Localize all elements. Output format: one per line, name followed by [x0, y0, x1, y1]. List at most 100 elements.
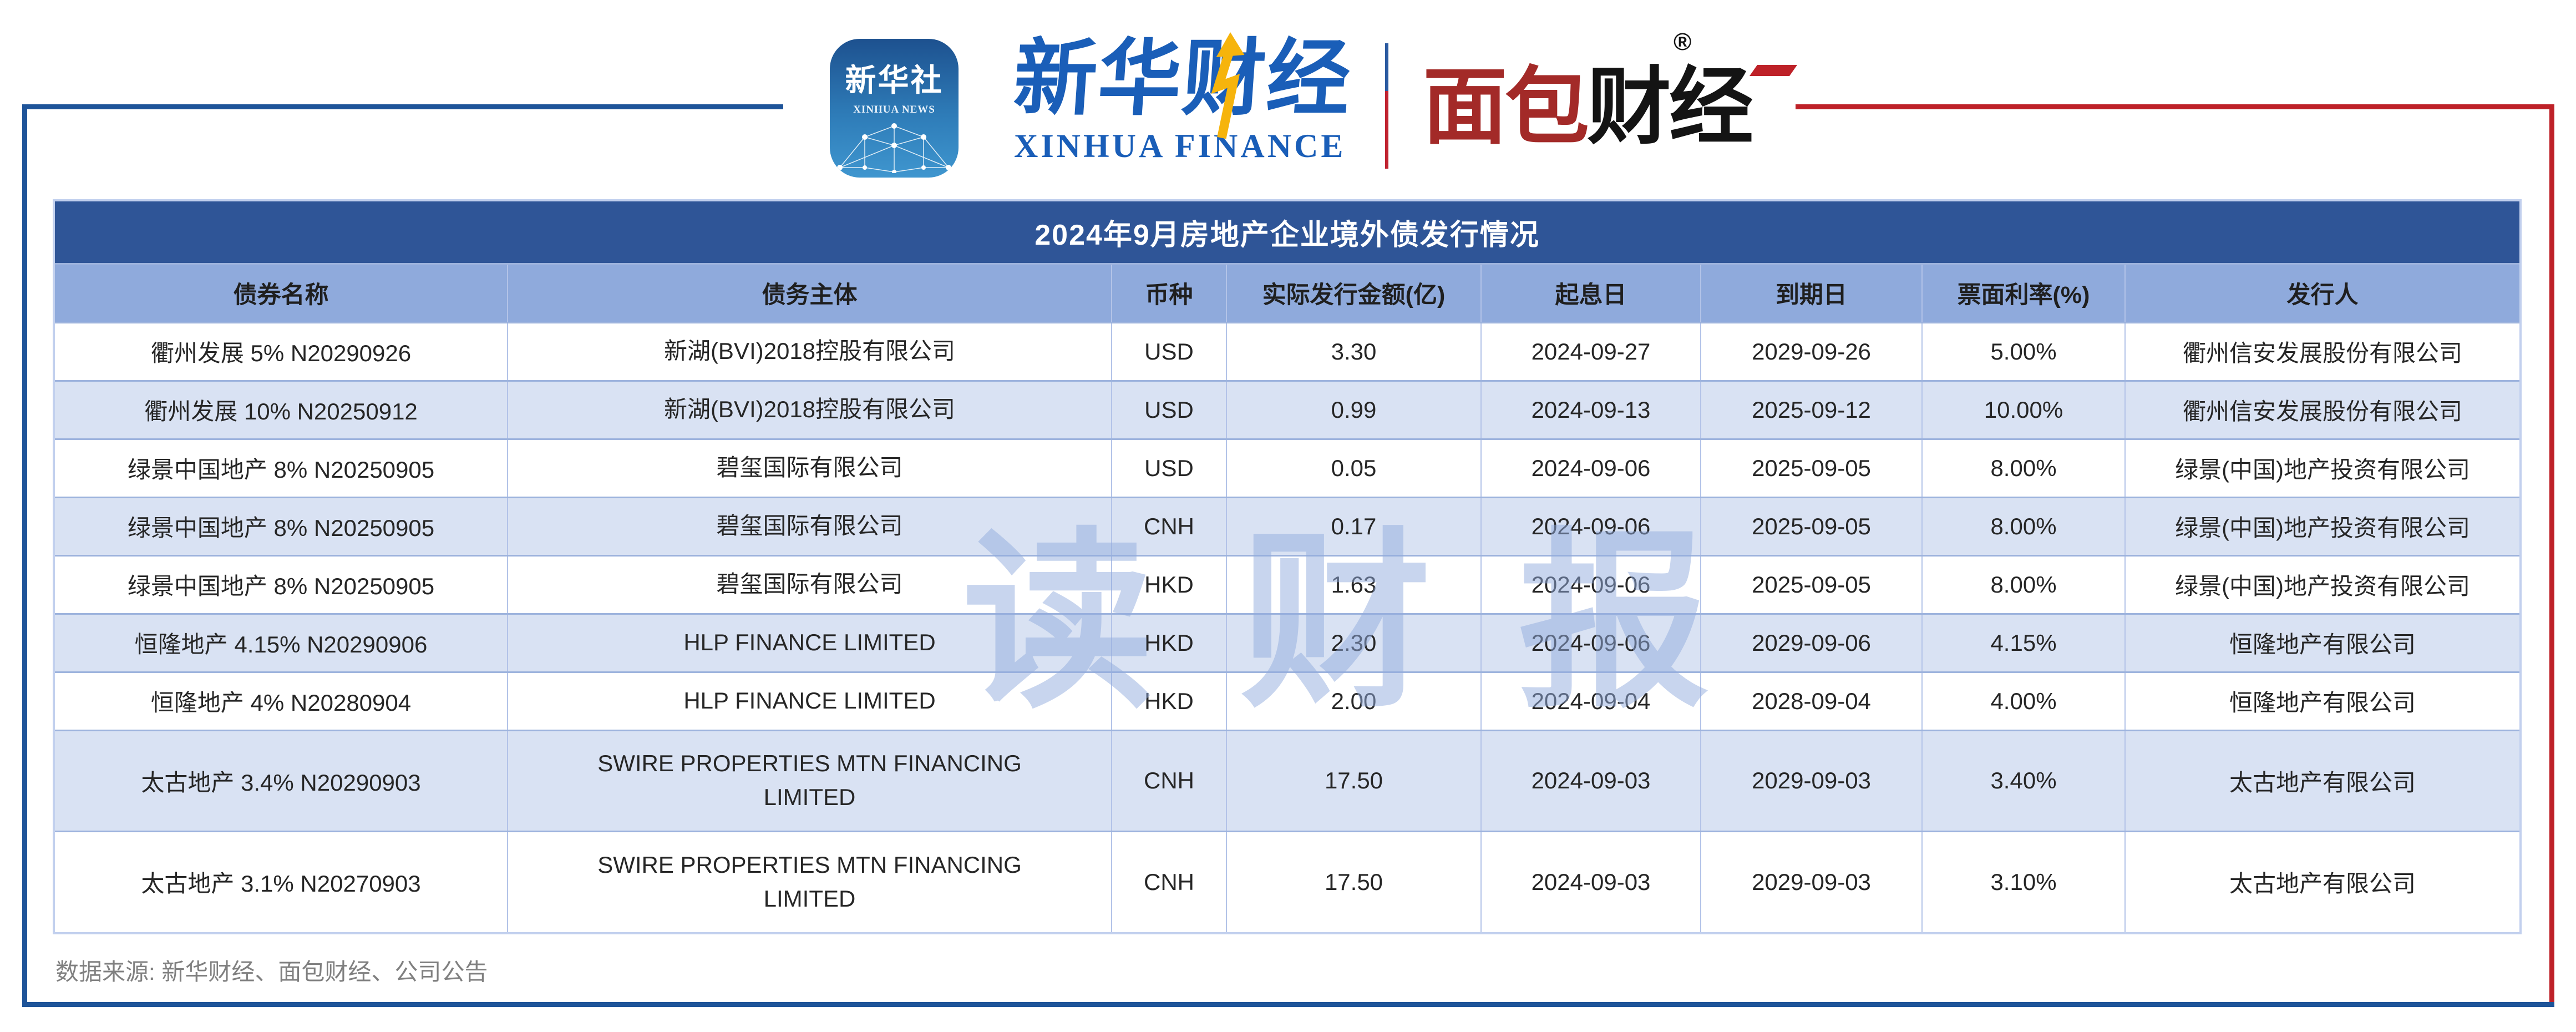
- xinhua-finance-logo: 新华财经 XINHUA FINANCE: [1011, 22, 1369, 189]
- cell-issuer: 衢州信安发展股份有限公司: [2124, 321, 2520, 381]
- cell-maturity-date: 2029-09-03: [1700, 830, 1922, 932]
- cell-amount: 0.05: [1226, 438, 1481, 497]
- column-header-issuer: 发行人: [2124, 262, 2520, 322]
- logo-divider: [1385, 43, 1388, 169]
- cell-bond-name: 恒隆地产 4.15% N20290906: [55, 613, 508, 672]
- cell-coupon-rate: 10.00%: [1921, 380, 2125, 439]
- cell-maturity-date: 2025-09-05: [1700, 496, 1922, 555]
- cell-coupon-rate: 3.40%: [1921, 729, 2125, 831]
- cell-maturity-date: 2029-09-06: [1700, 613, 1922, 672]
- xinhua-finance-en-label: XINHUA FINANCE: [1014, 127, 1346, 164]
- cell-currency: HKD: [1111, 613, 1226, 672]
- cell-debtor: 碧玺国际有限公司: [507, 554, 1112, 614]
- table-row: 绿景中国地产 8% N20250905 碧玺国际有限公司 CNH 0.17 20…: [55, 496, 2520, 555]
- cell-currency: CNH: [1111, 496, 1226, 555]
- cell-maturity-date: 2029-09-26: [1700, 321, 1922, 381]
- cell-maturity-date: 2025-09-05: [1700, 554, 1922, 614]
- cell-amount: 0.99: [1226, 380, 1481, 439]
- cell-debtor: HLP FINANCE LIMITED: [507, 671, 1112, 730]
- frame-border-top-left: [22, 104, 783, 109]
- cell-debtor: 新湖(BVI)2018控股有限公司: [507, 321, 1112, 381]
- cell-debtor: 新湖(BVI)2018控股有限公司: [507, 380, 1112, 439]
- xinhua-news-en-label: XINHUA NEWS: [853, 104, 935, 115]
- cell-bond-name: 太古地产 3.1% N20270903: [55, 830, 508, 932]
- cell-value-date: 2024-09-03: [1480, 830, 1701, 932]
- cell-amount: 2.00: [1226, 671, 1481, 730]
- mianbao-finance-logo: 面包财经 ®: [1423, 28, 1811, 180]
- cell-amount: 0.17: [1226, 496, 1481, 555]
- frame-border-right: [2549, 104, 2554, 1007]
- cell-currency: USD: [1111, 438, 1226, 497]
- cell-issuer: 绿景(中国)地产投资有限公司: [2124, 496, 2520, 555]
- cell-value-date: 2024-09-06: [1480, 613, 1701, 672]
- column-header-currency: 币种: [1111, 262, 1226, 322]
- cell-currency: CNH: [1111, 729, 1226, 831]
- cell-coupon-rate: 4.00%: [1921, 671, 2125, 730]
- cell-coupon-rate: 8.00%: [1921, 554, 2125, 614]
- cell-debtor: 碧玺国际有限公司: [507, 496, 1112, 555]
- cell-currency: HKD: [1111, 554, 1226, 614]
- cell-issuer: 绿景(中国)地产投资有限公司: [2124, 554, 2520, 614]
- logo-bar: 新华社 XINHUA NEWS 新华财经: [0, 0, 2576, 200]
- frame-border-bottom: [22, 1002, 2554, 1007]
- cell-issuer: 衢州信安发展股份有限公司: [2124, 380, 2520, 439]
- cell-maturity-date: 2028-09-04: [1700, 671, 1922, 730]
- frame-border-top-right: [1796, 104, 2554, 109]
- xinhua-news-app-icon: 新华社 XINHUA NEWS: [830, 39, 959, 178]
- cell-maturity-date: 2025-09-05: [1700, 438, 1922, 497]
- cell-value-date: 2024-09-13: [1480, 380, 1701, 439]
- cell-value-date: 2024-09-27: [1480, 321, 1701, 381]
- xinhua-news-cn-label: 新华社: [845, 63, 944, 98]
- cell-amount: 17.50: [1226, 729, 1481, 831]
- column-header-amount: 实际发行金额(亿): [1226, 262, 1481, 322]
- cell-coupon-rate: 8.00%: [1921, 438, 2125, 497]
- frame-border-left: [22, 104, 27, 1007]
- cell-issuer: 绿景(中国)地产投资有限公司: [2124, 438, 2520, 497]
- cell-amount: 3.30: [1226, 321, 1481, 381]
- column-header-coupon-rate: 票面利率(%): [1921, 262, 2125, 322]
- cell-issuer: 恒隆地产有限公司: [2124, 613, 2520, 672]
- table-row: 太古地产 3.1% N20270903 SWIRE PROPERTIES MTN…: [55, 830, 2520, 932]
- cell-bond-name: 衢州发展 5% N20290926: [55, 321, 508, 381]
- cell-maturity-date: 2029-09-03: [1700, 729, 1922, 831]
- cell-bond-name: 衢州发展 10% N20250912: [55, 380, 508, 439]
- cell-value-date: 2024-09-04: [1480, 671, 1701, 730]
- cell-issuer: 恒隆地产有限公司: [2124, 671, 2520, 730]
- xinhua-finance-cn-label: 新华财经: [1011, 32, 1355, 125]
- bond-issuance-table: 2024年9月房地产企业境外债发行情况 债券名称 债务主体 币种 实际发行金额(…: [53, 199, 2522, 934]
- cell-issuer: 太古地产有限公司: [2124, 830, 2520, 932]
- cell-debtor: 碧玺国际有限公司: [507, 438, 1112, 497]
- cell-value-date: 2024-09-06: [1480, 496, 1701, 555]
- table-title: 2024年9月房地产企业境外债发行情况: [55, 201, 2520, 264]
- network-globe-icon: [837, 123, 951, 173]
- cell-value-date: 2024-09-03: [1480, 729, 1701, 831]
- cell-value-date: 2024-09-06: [1480, 438, 1701, 497]
- header-row: 债券名称 债务主体 币种 实际发行金额(亿) 起息日 到期日 票面利率(%) 发…: [55, 262, 2520, 322]
- table-row: 衢州发展 5% N20290926 新湖(BVI)2018控股有限公司 USD …: [55, 321, 2520, 381]
- registered-trademark-icon: ®: [1674, 28, 1692, 55]
- cell-bond-name: 绿景中国地产 8% N20250905: [55, 438, 508, 497]
- data-source-note: 数据来源: 新华财经、面包财经、公司公告: [55, 959, 488, 985]
- cell-bond-name: 绿景中国地产 8% N20250905: [55, 554, 508, 614]
- column-header-value-date: 起息日: [1480, 262, 1701, 322]
- cell-currency: USD: [1111, 380, 1226, 439]
- red-slash-decoration: [1749, 65, 1798, 76]
- cell-coupon-rate: 5.00%: [1921, 321, 2125, 381]
- cell-currency: CNH: [1111, 830, 1226, 932]
- cell-coupon-rate: 4.15%: [1921, 613, 2125, 672]
- table-row: 恒隆地产 4% N20280904 HLP FINANCE LIMITED HK…: [55, 671, 2520, 730]
- cell-bond-name: 恒隆地产 4% N20280904: [55, 671, 508, 730]
- cell-amount: 17.50: [1226, 830, 1481, 932]
- mianbao-red-label: 面包: [1423, 60, 1589, 154]
- mianbao-black-label: 财经: [1587, 60, 1753, 154]
- column-header-bond-name: 债券名称: [55, 262, 508, 322]
- column-header-maturity-date: 到期日: [1700, 262, 1922, 322]
- cell-value-date: 2024-09-06: [1480, 554, 1701, 614]
- cell-amount: 2.30: [1226, 613, 1481, 672]
- cell-coupon-rate: 3.10%: [1921, 830, 2125, 932]
- table-row: 绿景中国地产 8% N20250905 碧玺国际有限公司 USD 0.05 20…: [55, 438, 2520, 497]
- cell-currency: HKD: [1111, 671, 1226, 730]
- table-row: 恒隆地产 4.15% N20290906 HLP FINANCE LIMITED…: [55, 613, 2520, 672]
- cell-coupon-rate: 8.00%: [1921, 496, 2125, 555]
- cell-debtor: HLP FINANCE LIMITED: [507, 613, 1112, 672]
